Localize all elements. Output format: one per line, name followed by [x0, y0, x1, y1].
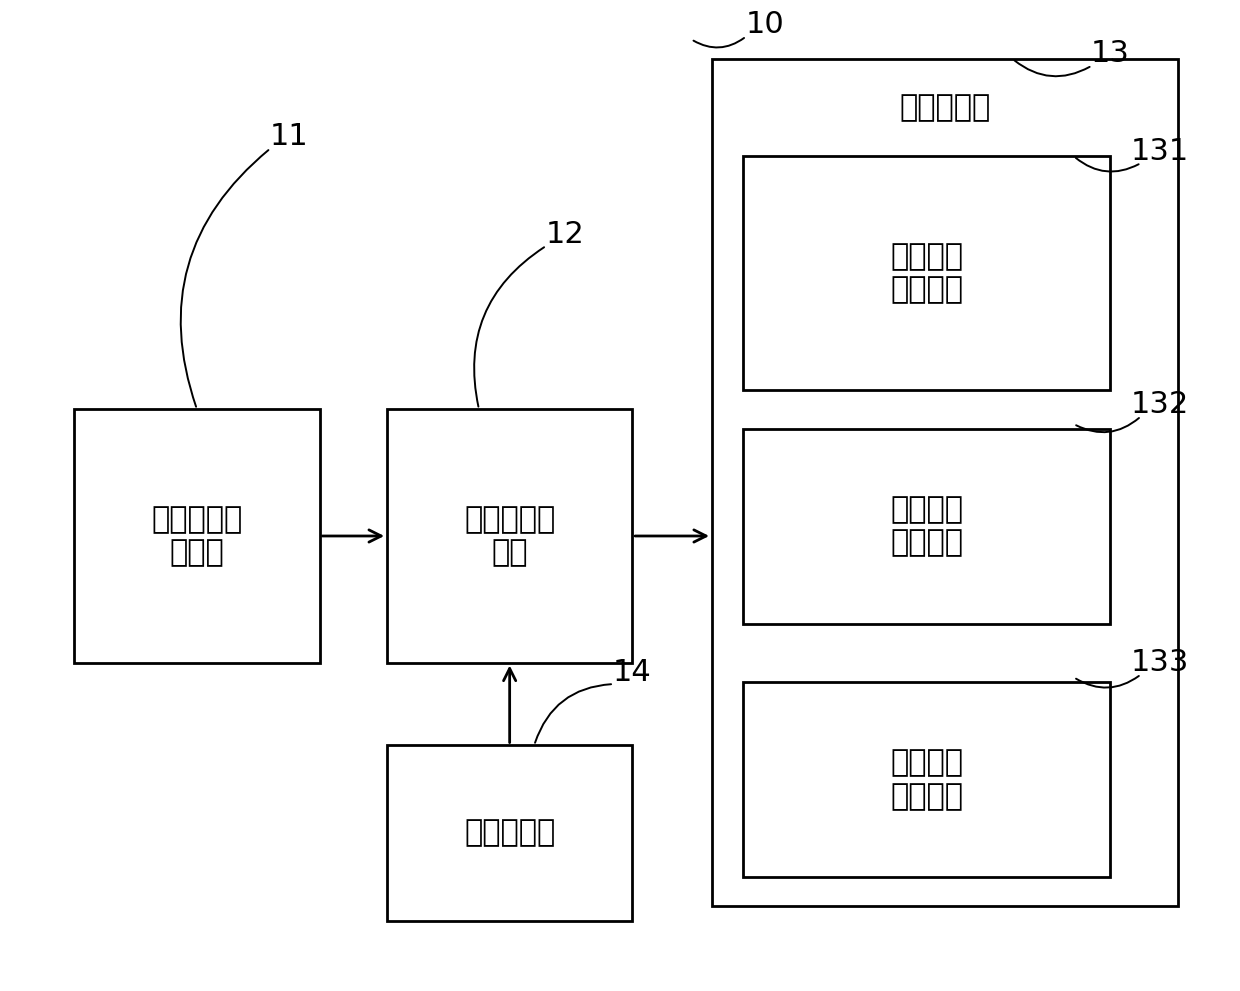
Text: 132: 132 [1131, 390, 1189, 419]
Text: 执行机器人: 执行机器人 [899, 93, 991, 122]
Bar [743, 682, 1111, 877]
Text: 增加材料
类机器人: 增加材料 类机器人 [890, 495, 963, 558]
Text: 14: 14 [613, 658, 652, 687]
Bar [387, 745, 632, 921]
Text: 10: 10 [745, 10, 784, 39]
Text: 三维激光扫
描设备: 三维激光扫 描设备 [151, 504, 243, 567]
Bar [387, 409, 632, 663]
Text: 12: 12 [546, 220, 584, 249]
Text: 133: 133 [1131, 648, 1189, 677]
Text: 辅助功能
类机器人: 辅助功能 类机器人 [890, 748, 963, 811]
Text: 13: 13 [1091, 40, 1130, 68]
Bar [74, 409, 320, 663]
Text: 11: 11 [269, 122, 309, 151]
Text: 去除材料
类机器人: 去除材料 类机器人 [890, 242, 963, 304]
Text: 金属探测器: 金属探测器 [464, 819, 556, 847]
Bar [743, 429, 1111, 623]
Bar [743, 157, 1111, 389]
Bar [712, 58, 1178, 906]
Text: 监控计算机
设备: 监控计算机 设备 [464, 504, 556, 567]
Text: 131: 131 [1131, 137, 1189, 165]
